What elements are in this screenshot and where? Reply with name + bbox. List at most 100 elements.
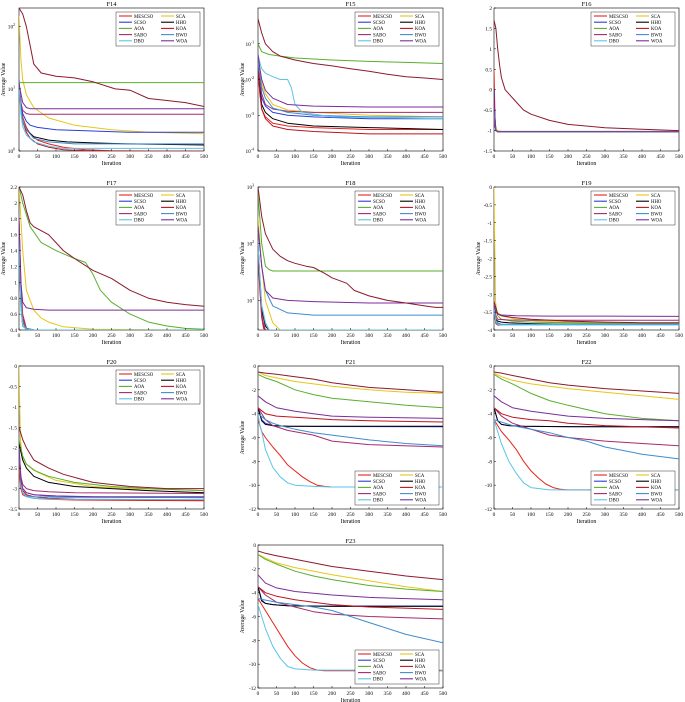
- x-tick-label: 50: [35, 512, 41, 518]
- series-line-koa: [258, 586, 443, 610]
- series-line-bwo: [258, 62, 443, 118]
- y-tick-label: 10-2: [246, 76, 255, 84]
- x-tick-label: 250: [108, 154, 116, 160]
- y-tick-label: 0.5: [485, 67, 492, 73]
- x-tick-label: 150: [310, 691, 318, 697]
- x-tick-label: 250: [347, 333, 355, 339]
- series-line-scso: [258, 68, 443, 120]
- legend-label-aoa: AOA: [373, 27, 384, 32]
- y-tick-label: -4: [252, 591, 257, 597]
- y-tick-label: -6: [252, 615, 257, 621]
- x-tick-label: 300: [365, 691, 373, 697]
- x-tick-label: 350: [145, 333, 153, 339]
- y-tick-label: -1: [13, 405, 18, 411]
- chart-title: F20: [106, 359, 116, 366]
- y-tick-label: -10: [249, 662, 256, 668]
- x-tick-label: 500: [439, 154, 447, 160]
- series-line-woa: [258, 395, 443, 419]
- series-group: [258, 18, 443, 135]
- x-tick-label: 100: [52, 333, 60, 339]
- legend-label-bwo: BWO: [651, 212, 663, 217]
- y-tick-label: -2: [13, 446, 18, 452]
- legend-label-koa: KOA: [651, 486, 662, 491]
- y-tick-label: 100: [8, 148, 15, 156]
- y-tick-label: 0: [253, 364, 256, 370]
- y-tick-label: -0.5: [484, 108, 493, 114]
- x-tick-label: 0: [257, 512, 260, 518]
- y-tick-label: -10: [249, 483, 256, 489]
- legend-label-hho: HHO: [176, 21, 187, 26]
- y-axis-label: Average Value: [476, 241, 482, 275]
- y-axis-label: Average Value: [240, 62, 246, 96]
- y-axis-label: Average Value: [1, 62, 7, 96]
- y-tick-label: 101: [247, 297, 254, 305]
- series-line-sca: [19, 15, 204, 135]
- y-tick-label: 2.2: [10, 185, 17, 191]
- legend-label-sca: SCA: [415, 653, 425, 658]
- legend-label-dbo: DBO: [373, 219, 384, 224]
- x-tick-label: 300: [601, 333, 609, 339]
- y-tick-label: -3: [13, 487, 18, 493]
- x-tick-label: 500: [675, 154, 683, 160]
- y-axis-label: Average Value: [240, 241, 246, 275]
- x-tick-label: 500: [675, 333, 683, 339]
- legend-label-bwo: BWO: [415, 492, 427, 497]
- x-tick-label: 0: [257, 154, 260, 160]
- legend-label-dbo: DBO: [134, 40, 145, 45]
- x-axis-label: Iteration: [341, 340, 361, 346]
- x-tick-label: 500: [439, 691, 447, 697]
- legend-label-aoa: AOA: [373, 665, 384, 670]
- x-tick-label: 0: [257, 691, 260, 697]
- y-tick-label: -0.5: [9, 384, 18, 390]
- y-tick-label: -1: [488, 221, 493, 227]
- y-tick-label: 1.4: [10, 249, 17, 255]
- x-tick-label: 400: [638, 512, 646, 518]
- y-tick-label: 2: [14, 201, 17, 207]
- x-tick-label: 200: [328, 154, 336, 160]
- x-tick-label: 0: [493, 512, 496, 518]
- legend-label-sabo: SABO: [373, 33, 386, 38]
- legend-label-mescso: MESCSO: [134, 15, 154, 20]
- legend-label-koa: KOA: [415, 27, 426, 32]
- y-tick-label: -1.5: [484, 149, 493, 155]
- chart-panel-f22: 0 50 100 150 200 250 300 350 400 450 500 -12 -10 -8 -6…: [485, 359, 683, 525]
- y-tick-label: -3: [488, 292, 493, 298]
- legend-label-sabo: SABO: [373, 671, 386, 676]
- y-tick-label: -2: [488, 257, 493, 263]
- x-tick-label: 450: [657, 333, 665, 339]
- series-line-dbo: [19, 83, 204, 149]
- x-tick-label: 100: [291, 333, 299, 339]
- series-line-unlabeled-10: [494, 301, 679, 324]
- x-tick-label: 150: [71, 333, 79, 339]
- y-tick-label: -6: [252, 436, 257, 442]
- plot-area: [18, 365, 205, 510]
- x-tick-label: 400: [163, 154, 171, 160]
- x-tick-label: 250: [583, 333, 591, 339]
- series-line-aoa: [494, 373, 679, 422]
- x-tick-label: 50: [35, 154, 41, 160]
- x-tick-label: 350: [620, 333, 628, 339]
- y-tick-label: -8: [252, 638, 257, 644]
- x-tick-label: 500: [200, 512, 208, 518]
- series-line-hho: [19, 443, 204, 494]
- y-tick-label: -2: [252, 388, 257, 394]
- x-tick-label: 150: [310, 154, 318, 160]
- series-line-dbo: [494, 419, 679, 491]
- chart-panel-f20: 0 50 100 150 200 250 300 350 400 450 500 -3.5 -3 -2.5…: [9, 359, 209, 525]
- legend-label-scso: SCSO: [609, 200, 622, 205]
- series-group: [258, 371, 443, 488]
- series-line-aoa: [258, 554, 443, 592]
- legend-label-woa: WOA: [651, 499, 663, 504]
- legend-label-aoa: AOA: [134, 206, 145, 211]
- series-line-sca: [258, 554, 443, 592]
- legend-label-scso: SCSO: [609, 21, 622, 26]
- legend-label-sca: SCA: [176, 194, 186, 199]
- chart-panel-f23: 0 50 100 150 200 250 300 350 400 450 500 -12 -10 -8 -6…: [240, 538, 447, 702]
- series-line-unlabeled-10: [258, 187, 443, 308]
- series-line-sca: [494, 187, 679, 325]
- series-line-sabo: [494, 407, 679, 447]
- x-tick-label: 200: [564, 512, 572, 518]
- series-line-sabo: [258, 586, 443, 620]
- x-tick-label: 50: [510, 154, 516, 160]
- y-tick-label: 1: [489, 47, 492, 53]
